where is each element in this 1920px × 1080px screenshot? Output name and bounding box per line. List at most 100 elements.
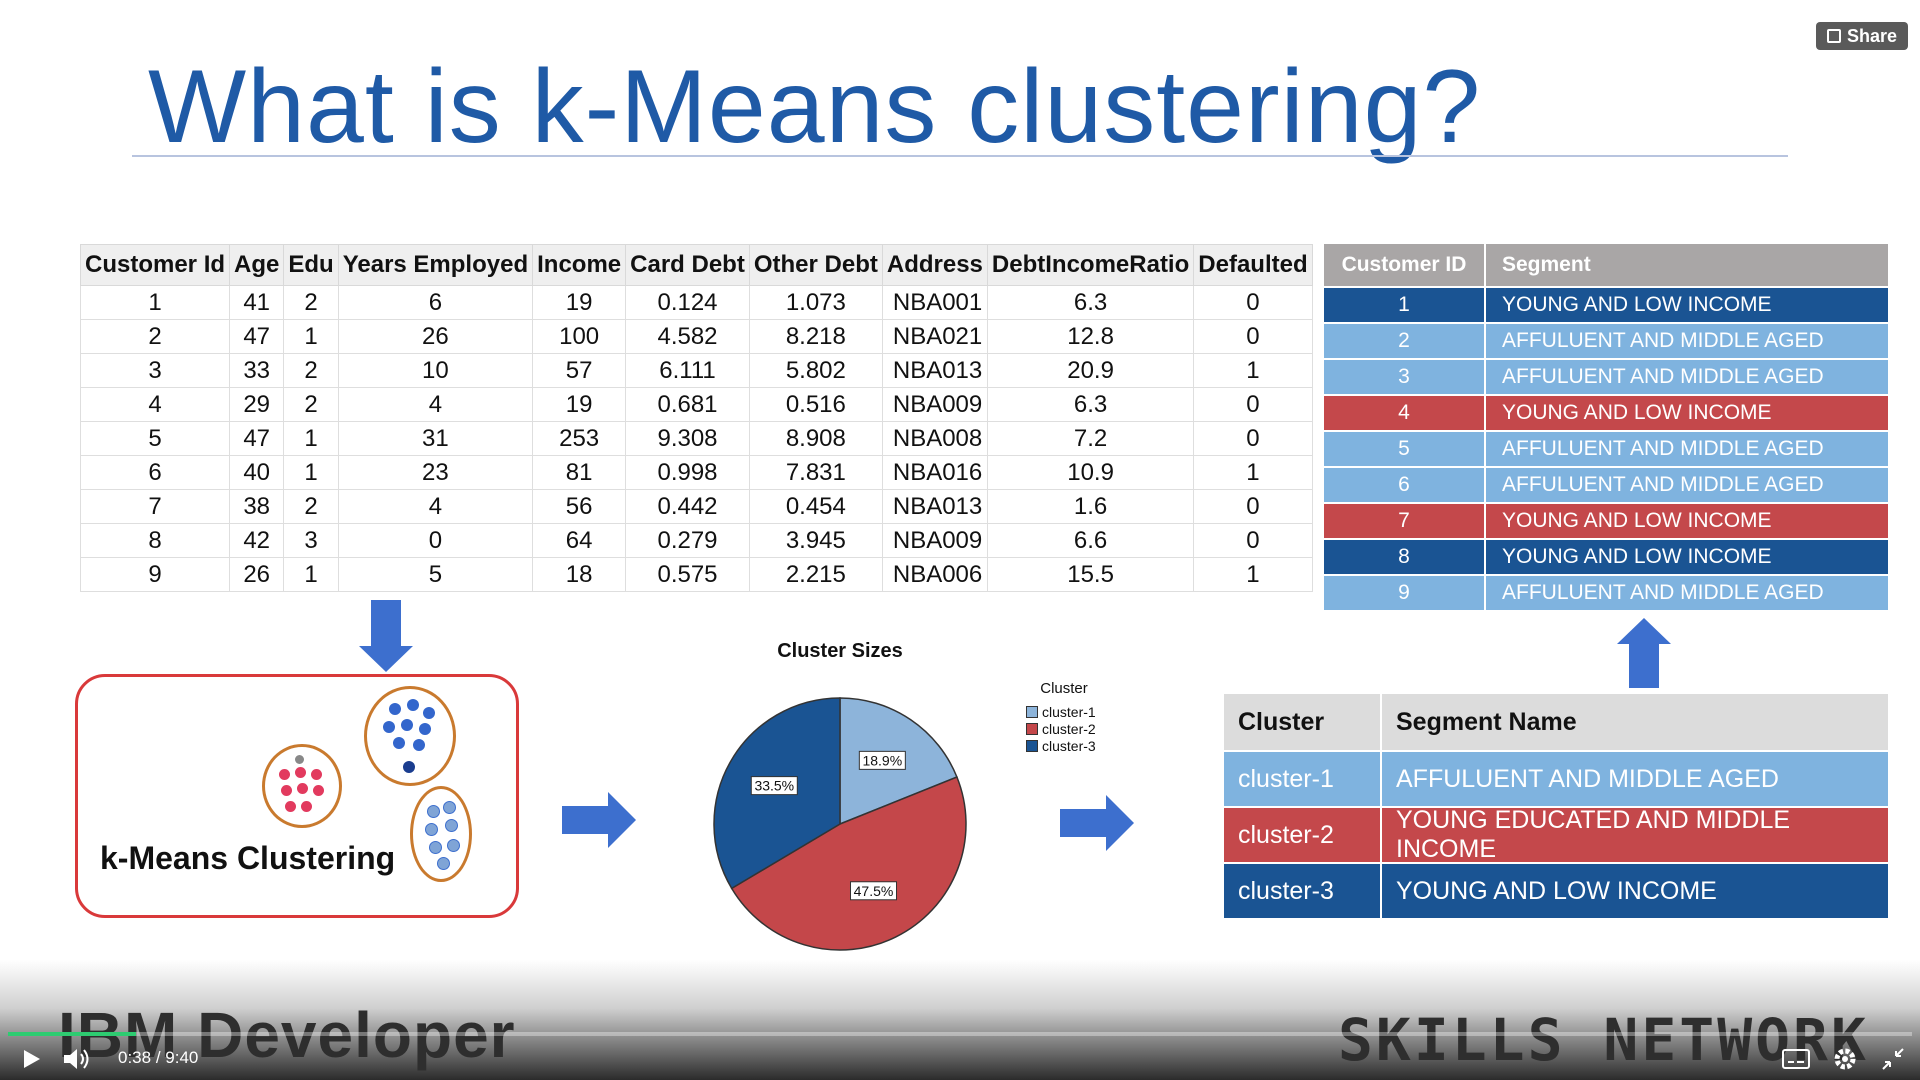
table-cell: 5.802 [748,353,883,388]
legend-swatch [1026,706,1038,718]
table-cell: 15.5 [986,557,1195,592]
segment-row: 6 AFFULUENT AND MIDDLE AGED [1324,468,1888,502]
header-customer-id: Customer ID [1341,253,1467,276]
table-cell: 2.215 [748,557,883,592]
legend-label: cluster-2 [1042,721,1096,737]
table-cell: 4 [337,387,534,422]
table-cell: NBA009 [881,523,988,558]
segment-row: 7 YOUNG AND LOW INCOME [1324,504,1888,538]
settings-gear-icon[interactable] [1832,1046,1858,1072]
table-cell: 56 [532,489,627,524]
column-header: Defaulted [1193,244,1313,286]
table-cell: 7.831 [748,455,883,490]
table-cell: 0 [1193,387,1313,422]
segment-customer-id: 5 [1398,437,1410,460]
table-cell: 41 [229,285,285,320]
table-cell: 3 [79,353,231,388]
right-arrow [1060,795,1134,851]
pie-data-label: 18.9% [862,752,902,768]
kmeans-label: k-Means Clustering [100,840,396,876]
table-cell: 1 [283,421,339,456]
table-cell: 1 [1193,557,1313,592]
table-cell: 38 [229,489,285,524]
legend-swatch [1026,740,1038,752]
table-cell: 6.3 [986,285,1195,320]
legend-swatch [1026,723,1038,735]
column-header: Income [532,244,627,286]
header-segment: Segment [1484,244,1888,286]
segment-customer-id: 1 [1398,293,1410,316]
table-cell: 2 [283,285,339,320]
segment-customer-id: 2 [1398,329,1410,352]
table-cell: 31 [337,421,534,456]
video-player-controls [0,960,1920,1080]
table-cell: NBA008 [881,421,988,456]
table-cell: 20.9 [986,353,1195,388]
captions-icon[interactable] [1782,1048,1810,1070]
table-row: 2 47 1 26 100 4.582 8.218 NBA021 12.8 0 [79,319,1313,354]
table-cell: 1 [79,285,231,320]
title-divider [132,155,1788,157]
table-cell: 8.908 [748,421,883,456]
table-cell: 10 [337,353,534,388]
table-cell: 4.582 [625,319,750,354]
segment-name: AFFULUENT AND MIDDLE AGED [1484,432,1888,466]
table-cell: 4 [79,387,231,422]
share-button[interactable]: Share [1816,22,1908,50]
column-header: Customer Id [79,244,231,286]
table-row: 5 47 1 31 253 9.308 8.908 NBA008 7.2 0 [79,421,1313,456]
legend-label: cluster-3 [1042,738,1096,754]
table-cell: 8.218 [748,319,883,354]
table-cell: 2 [283,353,339,388]
play-icon[interactable] [20,1048,42,1070]
exit-fullscreen-icon[interactable] [1880,1046,1906,1072]
table-row: 9 26 1 5 18 0.575 2.215 NBA006 15.5 1 [79,557,1313,592]
table-cell: 1 [283,455,339,490]
column-header: Address [881,244,988,286]
table-cell: 10.9 [986,455,1195,490]
table-cell: 33 [229,353,285,388]
table-cell: 57 [532,353,627,388]
column-header: Other Debt [748,244,883,286]
table-cell: 8 [79,523,231,558]
light-blue-cluster-ring [410,786,472,882]
skills-network-logo: SKILLS NETWORK [1338,1006,1869,1074]
cluster-id: cluster-1 [1238,764,1334,793]
segment-name: AFFULUENT AND MIDDLE AGED [1484,576,1888,610]
segment-row: 8 YOUNG AND LOW INCOME [1324,540,1888,574]
segment-customer-id: 9 [1398,581,1410,604]
table-row: 3 33 2 10 57 6.111 5.802 NBA013 20.9 1 [79,353,1313,388]
table-cell: 0.279 [625,523,750,558]
pie-label-box [858,750,906,770]
cluster-id: cluster-3 [1238,876,1334,905]
table-cell: 26 [337,319,534,354]
cluster-row: cluster-3 YOUNG AND LOW INCOME [1224,864,1888,918]
legend-label: cluster-1 [1042,704,1096,720]
time-separator: / [155,1048,161,1067]
table-cell: 6.3 [986,387,1195,422]
progress-bar[interactable] [8,1032,1912,1036]
table-cell: 100 [532,319,627,354]
cluster-id: cluster-2 [1238,820,1334,849]
header-segment-name: Segment Name [1380,694,1888,750]
legend-title: Cluster [1040,680,1088,697]
volume-icon[interactable] [62,1046,90,1072]
segment-customer-id: 6 [1398,473,1410,496]
table-cell: 6 [337,285,534,320]
progress-bar-played [8,1032,136,1036]
table-cell: 1 [1193,455,1313,490]
table-cell: 2 [283,489,339,524]
table-cell: 0.998 [625,455,750,490]
table-cell: 1 [283,319,339,354]
segment-row: 9 AFFULUENT AND MIDDLE AGED [1324,576,1888,610]
table-row: 8 42 3 0 64 0.279 3.945 NBA009 6.6 0 [79,523,1313,558]
table-cell: 0.442 [625,489,750,524]
pie-data-label: 33.5% [754,778,794,794]
table-cell: 19 [532,285,627,320]
table-cell: NBA013 [881,489,988,524]
cluster-segment-name: AFFULUENT AND MIDDLE AGED [1380,752,1888,806]
table-cell: 4 [337,489,534,524]
blue-cluster-ring [364,686,456,786]
segment-row: 3 AFFULUENT AND MIDDLE AGED [1324,360,1888,394]
table-cell: 5 [337,557,534,592]
